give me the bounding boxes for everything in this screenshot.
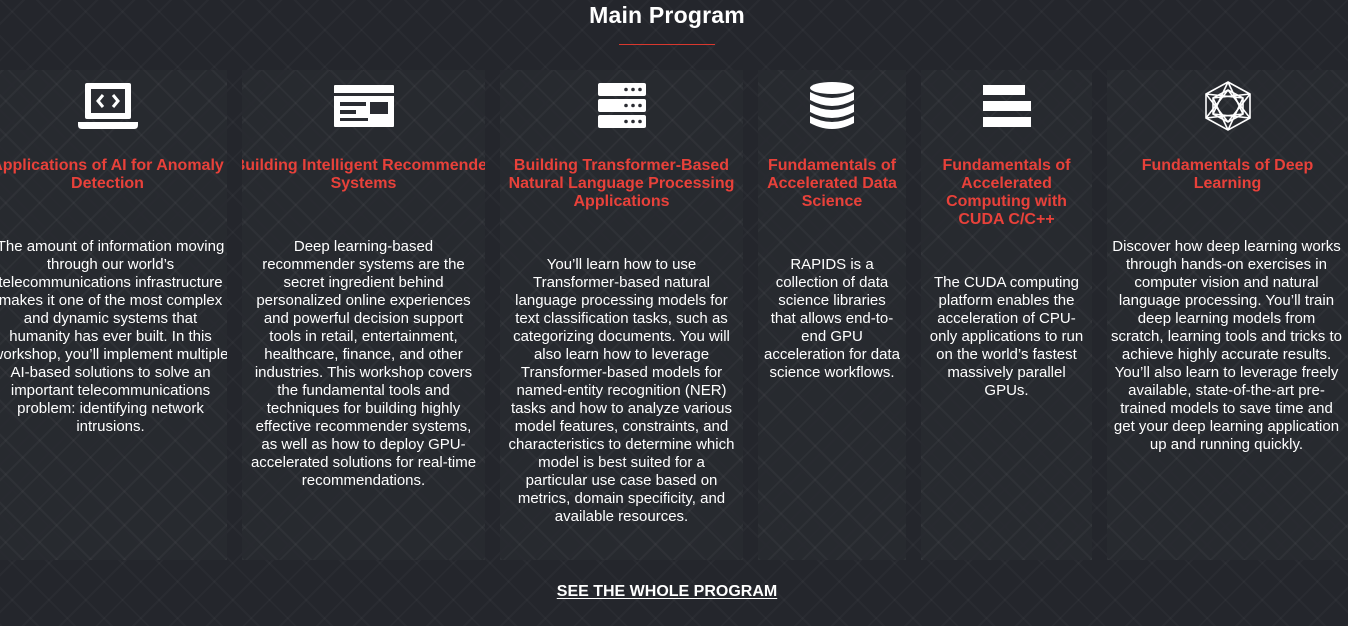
course-title: Fundamentals of Accelerated Computing wi… <box>942 157 1071 228</box>
course-title: Building Intelligent Recommender Systems <box>242 157 485 192</box>
course-card[interactable]: Fundamentals of Deep Learning Discover h… <box>1107 70 1348 560</box>
database-icon <box>758 80 906 132</box>
course-card[interactable]: Fundamentals of Accelerated Computing wi… <box>921 70 1092 560</box>
course-description: Deep learning-based recommender systems … <box>250 238 477 489</box>
course-title: Building Transformer-Based Natural Langu… <box>508 157 735 210</box>
title-underline <box>619 44 715 45</box>
course-title: Fundamentals of Accelerated Data Science <box>767 157 897 210</box>
course-card[interactable]: Building Intelligent Recommender Systems… <box>242 70 485 560</box>
course-description: Discover how deep learning works through… <box>1111 238 1342 453</box>
browser-card-icon <box>242 80 485 132</box>
course-description: The CUDA computing platform enables the … <box>929 274 1084 399</box>
stacked-bars-icon <box>921 80 1092 132</box>
cta-container: SEE THE WHOLE PROGRAM <box>0 583 1334 601</box>
laptop-code-icon <box>0 80 227 132</box>
course-title: Applications of AI for Anomaly Detection <box>0 157 224 192</box>
course-description: The amount of information moving through… <box>0 238 227 435</box>
see-whole-program-link[interactable]: SEE THE WHOLE PROGRAM <box>556 583 778 600</box>
course-description: RAPIDS is a collection of data science l… <box>764 256 900 381</box>
course-card[interactable]: Applications of AI for Anomaly Detection… <box>0 70 227 560</box>
course-card[interactable]: Building Transformer-Based Natural Langu… <box>500 70 743 560</box>
neural-network-icon <box>1107 80 1348 132</box>
course-description: You’ll learn how to use Transformer-base… <box>508 256 735 525</box>
course-card[interactable]: Fundamentals of Accelerated Data Science… <box>758 70 906 560</box>
course-title: Fundamentals of Deep Learning <box>1141 157 1314 192</box>
server-stack-icon <box>500 80 743 132</box>
section-title: Main Program <box>589 2 745 28</box>
